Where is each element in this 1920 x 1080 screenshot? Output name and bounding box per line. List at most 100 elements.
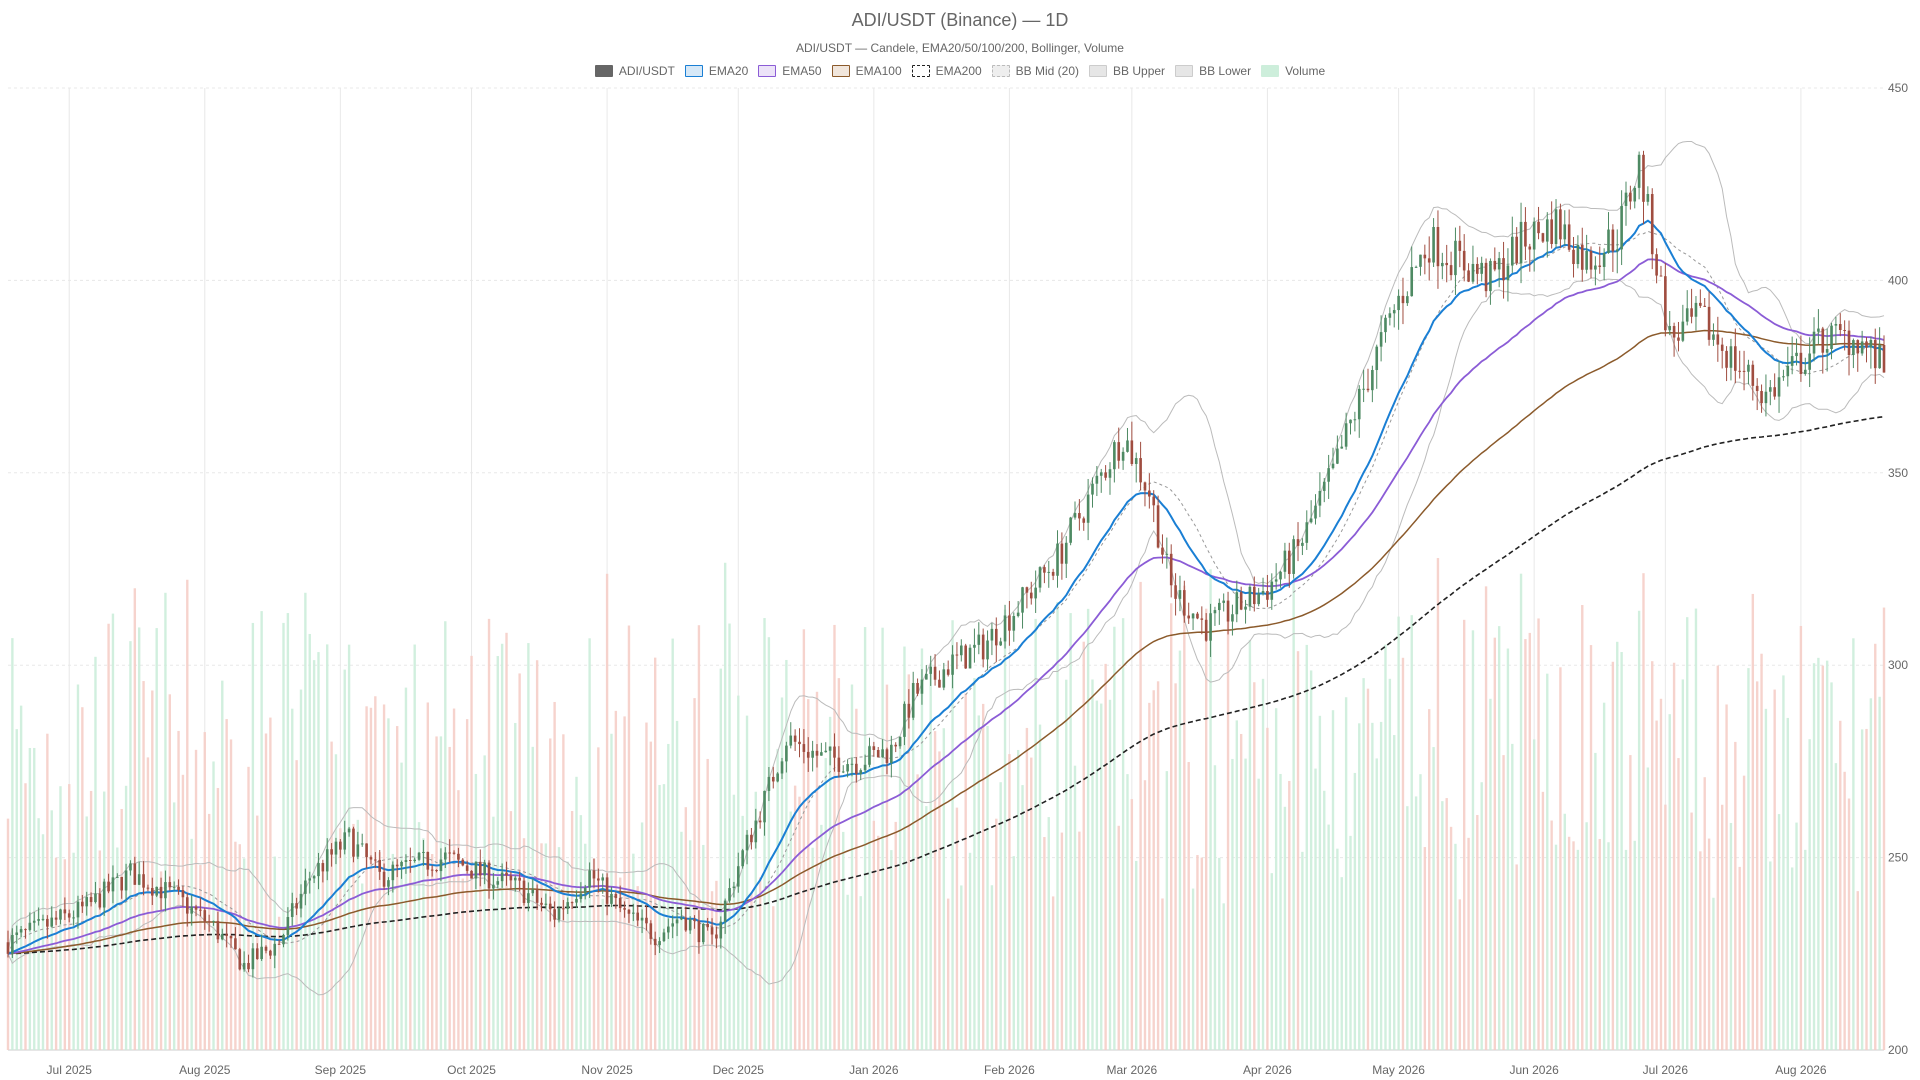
- candle: [1327, 454, 1330, 499]
- candle: [723, 898, 727, 934]
- candle-body: [435, 869, 438, 872]
- candle-body: [802, 744, 806, 752]
- candle: [968, 644, 972, 669]
- candle-body: [780, 761, 784, 774]
- candle: [693, 915, 696, 929]
- volume-bar: [1528, 632, 1531, 1050]
- volume-bar: [225, 719, 228, 1050]
- volume-bar: [400, 762, 403, 1050]
- candle: [1720, 337, 1724, 369]
- candle: [828, 746, 832, 766]
- volume-bar: [72, 852, 75, 1050]
- candle-body: [942, 669, 946, 688]
- candle-body: [452, 852, 456, 854]
- volume-bar: [1117, 825, 1120, 1050]
- volume-bar: [1406, 806, 1409, 1050]
- candle: [658, 937, 661, 953]
- candle: [1174, 573, 1177, 616]
- candle-body: [841, 771, 845, 773]
- candle-body: [728, 888, 731, 901]
- candle-body: [925, 673, 928, 680]
- volume-bar: [496, 656, 499, 1050]
- candle: [111, 865, 115, 904]
- volume-bar: [1204, 608, 1208, 1050]
- legend-item-bb-upper[interactable]: BB Upper: [1089, 64, 1165, 78]
- volume-bar: [1515, 864, 1518, 1050]
- volume-bar: [627, 625, 631, 1050]
- volume-bar: [636, 886, 639, 1050]
- candle-body: [133, 863, 137, 885]
- candle-body: [776, 773, 779, 782]
- candle: [540, 897, 543, 912]
- volume-bar: [1467, 837, 1470, 1050]
- candle: [811, 740, 814, 772]
- candle: [1051, 568, 1055, 581]
- ema100-line: [7, 329, 1885, 955]
- candle-body: [391, 864, 395, 881]
- volume-bar: [33, 747, 36, 1050]
- legend-item-ema50[interactable]: EMA50: [758, 64, 822, 78]
- volume-bar: [1773, 689, 1776, 1050]
- candle: [1113, 440, 1116, 483]
- candle: [1126, 427, 1129, 453]
- candle-body: [1121, 451, 1125, 461]
- legend-item-adi-usdt[interactable]: ADI/USDT: [594, 64, 675, 78]
- candle-body: [592, 870, 596, 879]
- candle: [1650, 188, 1654, 270]
- volume-bar: [457, 790, 460, 1050]
- candle: [1279, 570, 1282, 588]
- volume-bar: [1375, 758, 1378, 1050]
- candle: [522, 877, 526, 906]
- legend-item-ema200[interactable]: EMA200: [911, 64, 982, 78]
- candle-body: [815, 750, 819, 756]
- candle-body: [833, 746, 836, 758]
- candle-body: [566, 902, 570, 909]
- volume-bar: [238, 844, 241, 1050]
- candle-body: [855, 763, 858, 774]
- candle: [1777, 360, 1781, 413]
- candle: [1694, 296, 1698, 331]
- candle: [675, 908, 679, 937]
- candle-body: [1301, 542, 1304, 546]
- candle: [1734, 328, 1737, 384]
- candle: [382, 863, 386, 890]
- legend-item-ema100[interactable]: EMA100: [831, 64, 902, 78]
- legend-item-bb-lower[interactable]: BB Lower: [1175, 64, 1251, 78]
- candle-body: [640, 917, 644, 921]
- candle-body: [1108, 469, 1112, 478]
- candle: [614, 891, 618, 909]
- volume-bar: [1567, 836, 1571, 1050]
- candle-body: [509, 875, 513, 881]
- candle-body: [837, 757, 841, 772]
- volume-bar: [1200, 857, 1204, 1050]
- legend-item-ema20[interactable]: EMA20: [684, 64, 748, 78]
- candle-layer: [6, 150, 1886, 978]
- candle: [610, 886, 613, 908]
- volume-bar: [1760, 653, 1763, 1050]
- candle: [1471, 245, 1475, 284]
- volume-bar: [1729, 822, 1733, 1050]
- candle: [116, 873, 119, 878]
- volume-bar: [1235, 720, 1239, 1050]
- candle-body: [312, 876, 316, 879]
- candle: [1585, 234, 1588, 274]
- candle-body: [1388, 313, 1392, 318]
- candle: [203, 907, 207, 930]
- volume-bar: [531, 746, 534, 1050]
- legend-item-volume[interactable]: Volume: [1261, 64, 1325, 78]
- y-tick-label: 300: [1888, 658, 1908, 672]
- legend-item-bb-mid-20-[interactable]: BB Mid (20): [991, 64, 1079, 78]
- candle-body: [1183, 590, 1186, 616]
- candle-body: [234, 938, 237, 950]
- volume-bar: [741, 815, 744, 1050]
- candle-body: [443, 852, 447, 860]
- bb-lower-line: [7, 277, 1885, 996]
- candle: [1550, 201, 1553, 249]
- candle: [872, 741, 876, 757]
- legend-swatch: [831, 65, 850, 77]
- volume-bar: [15, 729, 18, 1050]
- candle-body: [308, 878, 312, 881]
- candle: [1707, 291, 1711, 346]
- candle-body: [1134, 458, 1138, 464]
- candle-body: [1187, 615, 1191, 619]
